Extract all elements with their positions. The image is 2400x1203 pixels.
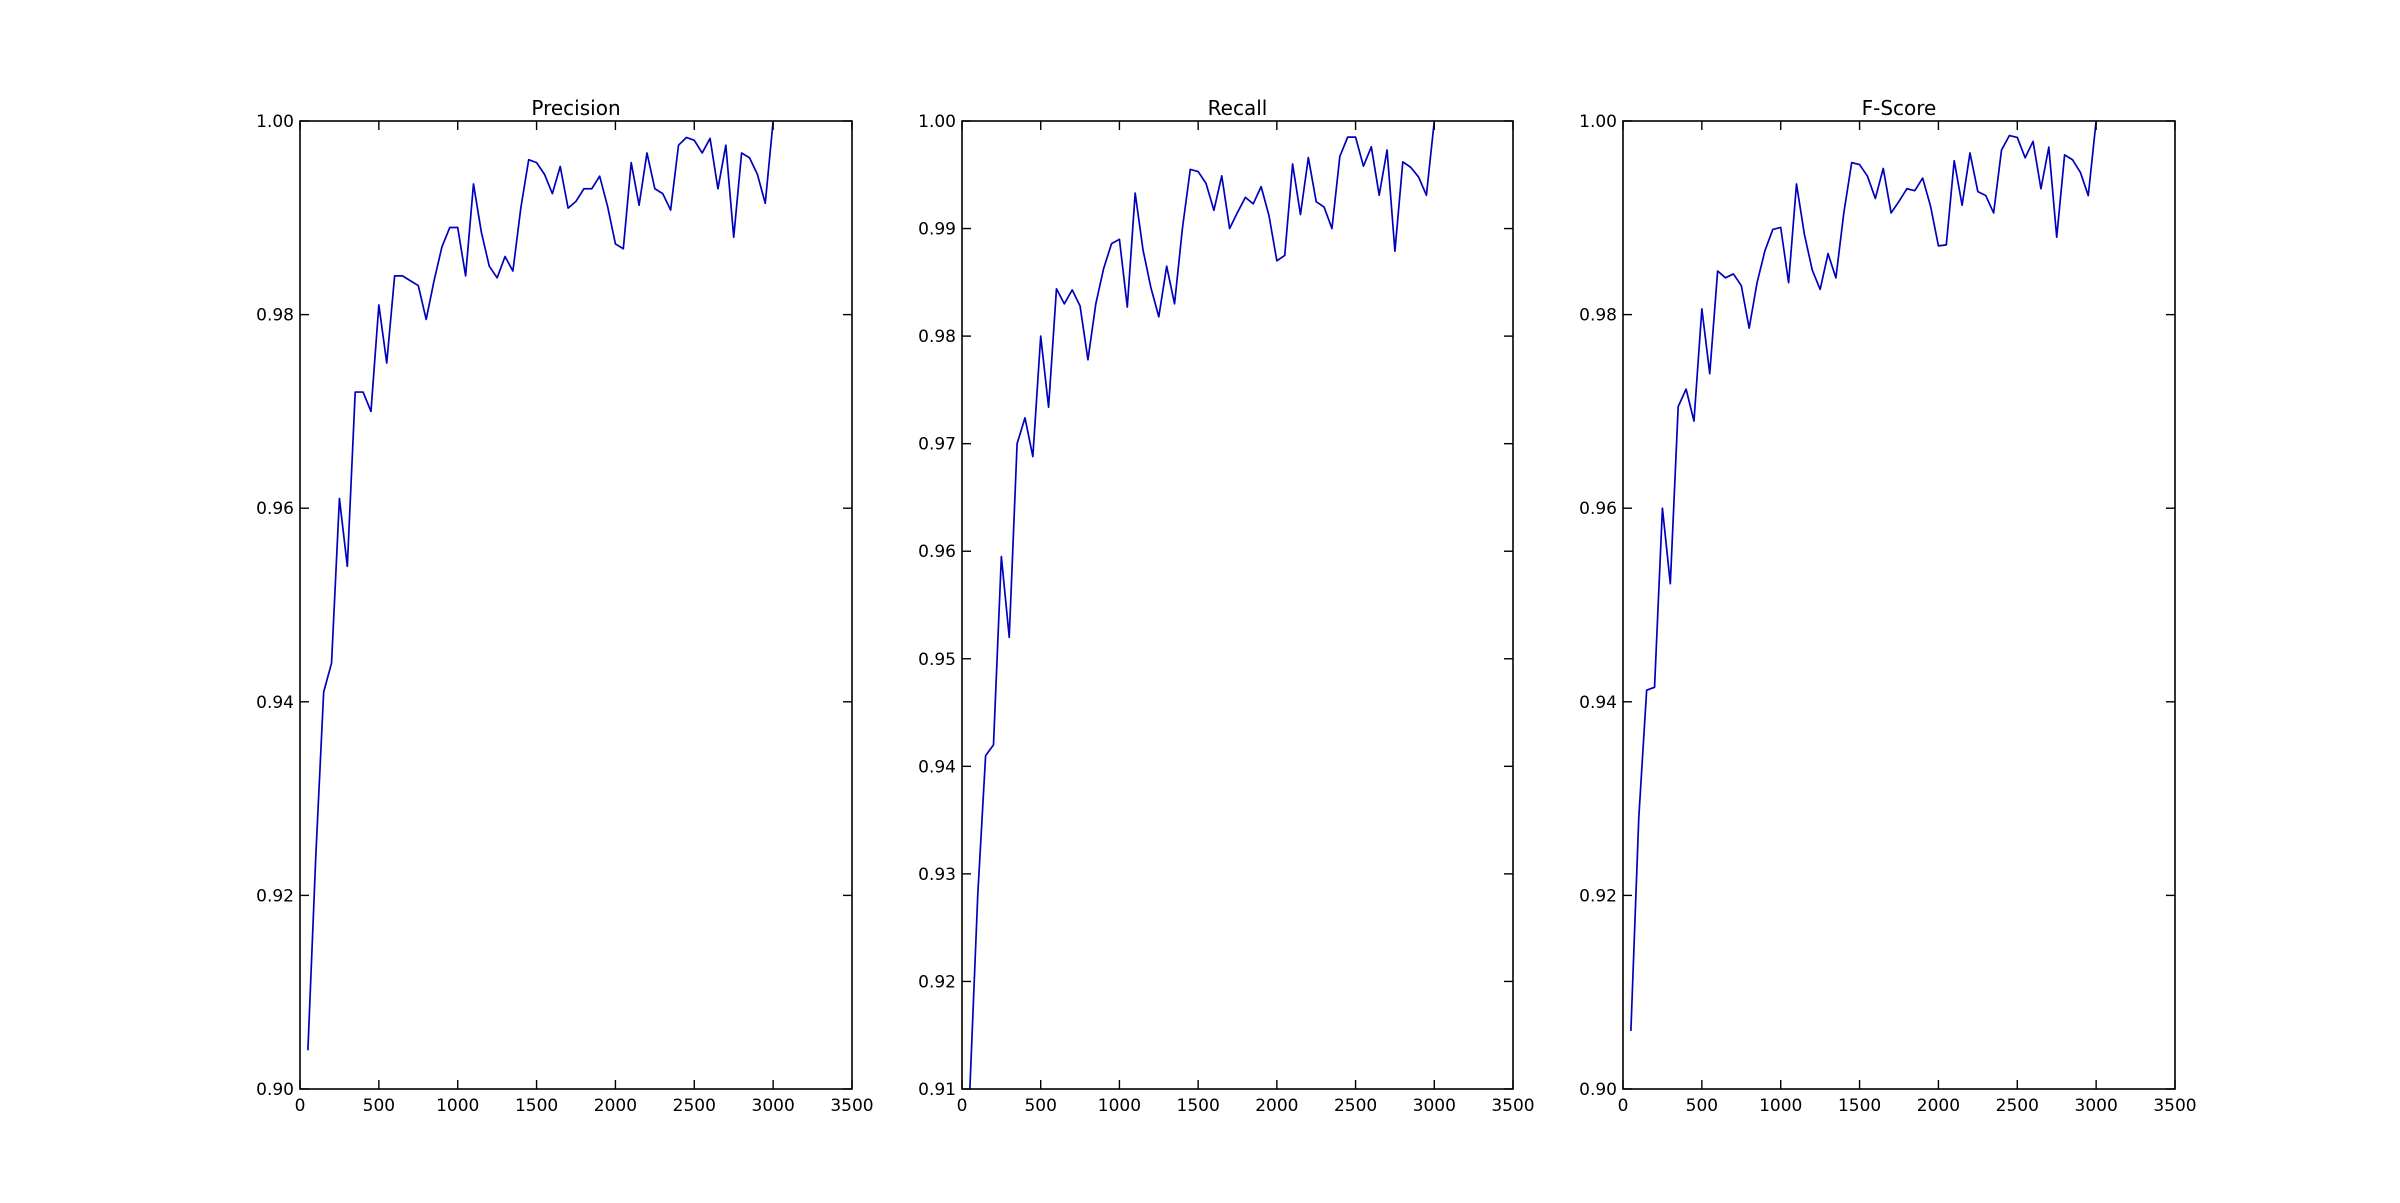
y-tick-label: 0.93	[918, 865, 956, 885]
y-tick-label: 0.98	[1579, 306, 1617, 326]
x-tick-label: 1000	[436, 1096, 479, 1116]
y-tick-label: 0.92	[1579, 886, 1617, 906]
x-tick-label: 2000	[1917, 1096, 1960, 1116]
y-tick-label: 1.00	[1579, 112, 1617, 132]
x-tick-label: 0	[957, 1096, 968, 1116]
y-tick-label: 0.98	[256, 306, 294, 326]
x-tick-label: 2500	[673, 1096, 716, 1116]
x-tick-label: 1500	[515, 1096, 558, 1116]
y-tick-label: 0.99	[918, 220, 956, 240]
y-tick-label: 0.94	[256, 693, 294, 713]
series-line-f-score	[1630, 121, 2097, 1031]
chart-title: Recall	[1208, 96, 1268, 120]
y-tick-label: 0.92	[918, 972, 956, 992]
y-tick-label: 0.91	[918, 1080, 956, 1100]
x-tick-label: 1000	[1759, 1096, 1802, 1116]
y-tick-label: 0.94	[1579, 693, 1617, 713]
chart-panel-recall: 0 500 1000 1500 2000 2500 3000 3500 0.91 0.92 0.93…	[918, 96, 1534, 1116]
x-tick-label: 500	[1686, 1096, 1718, 1116]
x-tick-label: 3500	[1491, 1096, 1534, 1116]
y-tick-label: 0.94	[918, 757, 956, 777]
plot-area-frame	[299, 120, 853, 1090]
plot-area-frame	[961, 120, 1514, 1090]
y-tick-label: 0.92	[256, 886, 294, 906]
series-line-precision	[307, 121, 774, 1051]
x-tick-label: 3000	[1413, 1096, 1456, 1116]
x-tick-label: 3500	[830, 1096, 873, 1116]
x-tick-label: 2000	[1255, 1096, 1298, 1116]
x-tick-label: 2500	[1996, 1096, 2039, 1116]
y-tick-label: 1.00	[256, 112, 294, 132]
y-tick-label: 0.96	[256, 499, 294, 519]
y-tick-label: 0.90	[256, 1080, 294, 1100]
y-tick-label: 0.95	[918, 650, 956, 670]
y-tick-label: 0.90	[1579, 1080, 1617, 1100]
y-tick-label: 0.96	[1579, 499, 1617, 519]
chart-title: F-Score	[1862, 96, 1937, 120]
x-tick-label: 500	[363, 1096, 395, 1116]
x-tick-label: 3000	[752, 1096, 795, 1116]
y-tick-label: 0.96	[918, 542, 956, 562]
x-tick-label: 500	[1024, 1096, 1056, 1116]
x-tick-label: 2500	[1334, 1096, 1377, 1116]
plot-area-frame	[1622, 120, 2176, 1090]
x-tick-label: 0	[295, 1096, 306, 1116]
x-tick-label: 1500	[1838, 1096, 1881, 1116]
y-tick-label: 0.97	[918, 435, 956, 455]
x-tick-label: 3000	[2075, 1096, 2118, 1116]
y-tick-label: 0.98	[918, 327, 956, 347]
x-tick-label: 1000	[1098, 1096, 1141, 1116]
chart-title: Precision	[531, 96, 620, 120]
x-tick-label: 0	[1618, 1096, 1629, 1116]
x-tick-label: 1500	[1177, 1096, 1220, 1116]
x-tick-label: 3500	[2153, 1096, 2196, 1116]
x-tick-label: 2000	[594, 1096, 637, 1116]
series-line-recall	[969, 121, 1436, 1089]
chart-panel-precision: 0 500 1000 1500 2000 2500 3000 3500 0.90 0.92 0.94…	[256, 96, 873, 1116]
y-tick-label: 1.00	[918, 112, 956, 132]
chart-panel-f-score: 0 500 1000 1500 2000 2500 3000 3500 0.90 0.92 0.94…	[1579, 96, 2196, 1116]
